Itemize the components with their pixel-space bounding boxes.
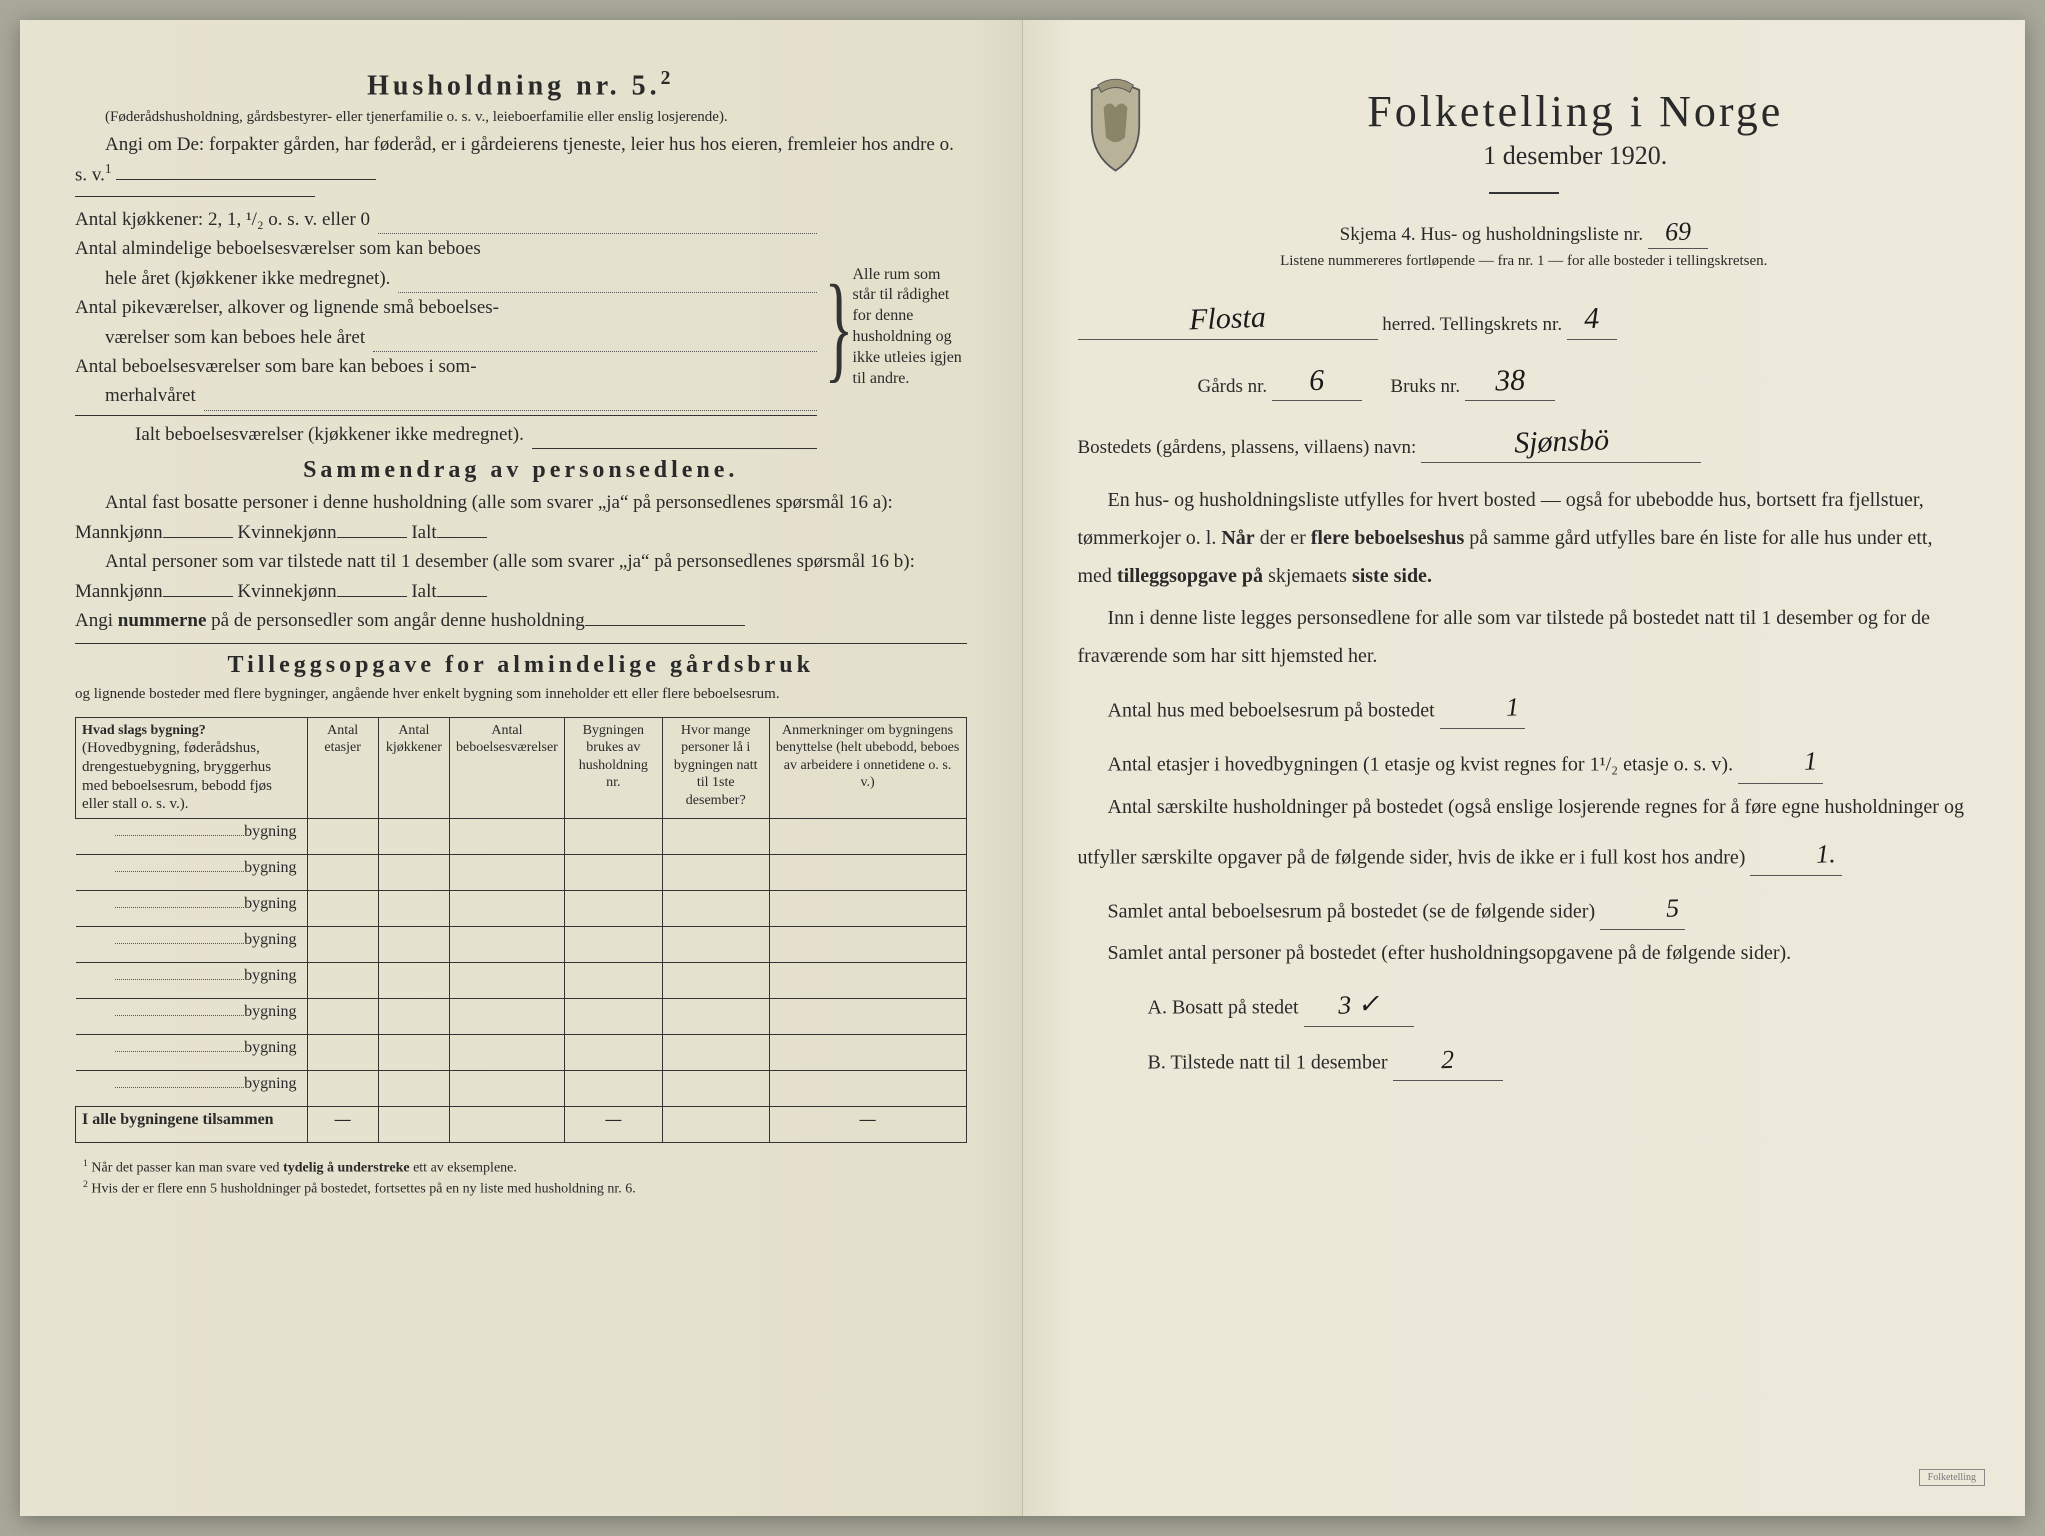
footnotes: 1 Når det passer kan man svare ved tydel… [75, 1157, 967, 1200]
th-bebo: Antal beboelsesværelser [449, 717, 564, 819]
q3: Antal særskilte husholdninger på bostede… [1078, 788, 1971, 876]
herred-line: Flosta herred. Tellingskrets nr. 4 [1078, 292, 1971, 340]
gard-line: Gårds nr. 6 Bruks nr. 38 [1078, 354, 1971, 402]
para1: En hus- og husholdningsliste utfylles fo… [1078, 481, 1971, 595]
table-row: bygning [76, 819, 967, 855]
document-spread: Husholdning nr. 5.2 (Føderådshusholdning… [20, 20, 2025, 1516]
th-type: Hvad slags bygning?(Hovedbygning, føderå… [76, 717, 308, 819]
summary-title: Sammendrag av personsedlene. [75, 457, 967, 484]
header: Folketelling i Norge 1 desember 1920. [1078, 78, 1971, 178]
q5: Samlet antal personer på bostedet (efter… [1078, 934, 1971, 972]
q1: Antal hus med beboelsesrum på bostedet 1 [1078, 679, 1971, 729]
left-page: Husholdning nr. 5.2 (Føderådshusholdning… [20, 20, 1023, 1516]
main-date: 1 desember 1920. [1181, 141, 1971, 171]
tillegg-sub: og lignende bosteder med flere bygninger… [75, 683, 967, 706]
q4: Samlet antal beboelsesrum på bostedet (s… [1078, 880, 1971, 930]
brace-icon: } [824, 279, 839, 375]
bosted-line: Bostedets (gårdens, plassens, villaens) … [1078, 415, 1971, 463]
qB: B. Tilstede natt til 1 desember 2 [1078, 1031, 1971, 1081]
body-paragraphs: En hus- og husholdningsliste utfylles fo… [1078, 481, 1971, 1081]
right-page: Folketelling i Norge 1 desember 1920. Sk… [1023, 20, 2026, 1516]
th-anm: Anmerkninger om bygningens benyttelse (h… [769, 717, 966, 819]
q2: Antal etasjer i hovedbygningen (1 etasje… [1078, 733, 1971, 783]
totals-label: I alle bygningene tilsammen [76, 1107, 308, 1143]
th-hush: Bygningen brukes av husholdning nr. [564, 717, 662, 819]
list-note: Listene nummereres fortløpende — fra nr.… [1078, 253, 1971, 270]
para2: Inn i denne liste legges personsedlene f… [1078, 599, 1971, 675]
table-row: bygning [76, 999, 967, 1035]
intro-instruction: Angi om De: forpakter gården, har føderå… [75, 130, 967, 190]
th-etasjer: Antal etasjer [307, 717, 378, 819]
skjema-line: Skjema 4. Hus- og husholdningsliste nr. … [1078, 208, 1971, 249]
summary-line1: Antal fast bosatte personer i denne hush… [75, 488, 967, 547]
household-title: Husholdning nr. 5.2 [75, 68, 967, 102]
table-row: bygning [76, 1071, 967, 1107]
table-row: bygning [76, 855, 967, 891]
coat-of-arms-icon [1078, 78, 1153, 178]
table-row: bygning [76, 963, 967, 999]
intro-note: (Føderådshusholdning, gårdsbestyrer- ell… [75, 106, 967, 129]
th-kjokken: Antal kjøkkener [378, 717, 449, 819]
tillegg-title: Tilleggsopgave for almindelige gårdsbruk [75, 652, 967, 679]
table-row: bygning [76, 1035, 967, 1071]
table-row: bygning [76, 927, 967, 963]
qA: A. Bosatt på stedet 3 ✓ [1078, 976, 1971, 1026]
brace-note: Alle rum som står til rådighet for denne… [847, 265, 967, 390]
main-title: Folketelling i Norge [1181, 86, 1971, 137]
th-pers: Hvor mange personer lå i bygningen natt … [662, 717, 769, 819]
summary-line2: Antal personer som var tilstede natt til… [75, 547, 967, 606]
buildings-table: Hvad slags bygning?(Hovedbygning, føderå… [75, 717, 967, 1144]
archive-stamp: Folketelling [1919, 1469, 1985, 1486]
table-row: bygning [76, 891, 967, 927]
rooms-block: Antal kjøkkener: 2, 1, ¹/₂ o. s. v. elle… [75, 205, 967, 450]
summary-line3: Angi nummerne på de personsedler som ang… [75, 606, 967, 635]
